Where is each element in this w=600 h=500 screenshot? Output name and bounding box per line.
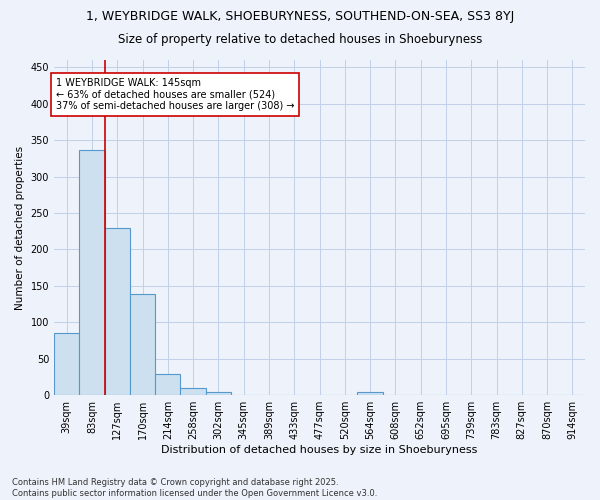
Bar	[206, 392, 231, 395]
Bar	[358, 392, 383, 395]
Bar	[155, 374, 181, 395]
Bar	[54, 334, 79, 395]
Bar	[130, 294, 155, 395]
Text: Size of property relative to detached houses in Shoeburyness: Size of property relative to detached ho…	[118, 32, 482, 46]
Text: 1, WEYBRIDGE WALK, SHOEBURYNESS, SOUTHEND-ON-SEA, SS3 8YJ: 1, WEYBRIDGE WALK, SHOEBURYNESS, SOUTHEN…	[86, 10, 514, 23]
Text: Contains HM Land Registry data © Crown copyright and database right 2025.
Contai: Contains HM Land Registry data © Crown c…	[12, 478, 377, 498]
Bar	[104, 228, 130, 395]
Text: 1 WEYBRIDGE WALK: 145sqm
← 63% of detached houses are smaller (524)
37% of semi-: 1 WEYBRIDGE WALK: 145sqm ← 63% of detach…	[56, 78, 295, 112]
Y-axis label: Number of detached properties: Number of detached properties	[15, 146, 25, 310]
X-axis label: Distribution of detached houses by size in Shoeburyness: Distribution of detached houses by size …	[161, 445, 478, 455]
Bar	[181, 388, 206, 395]
Bar	[79, 150, 104, 395]
